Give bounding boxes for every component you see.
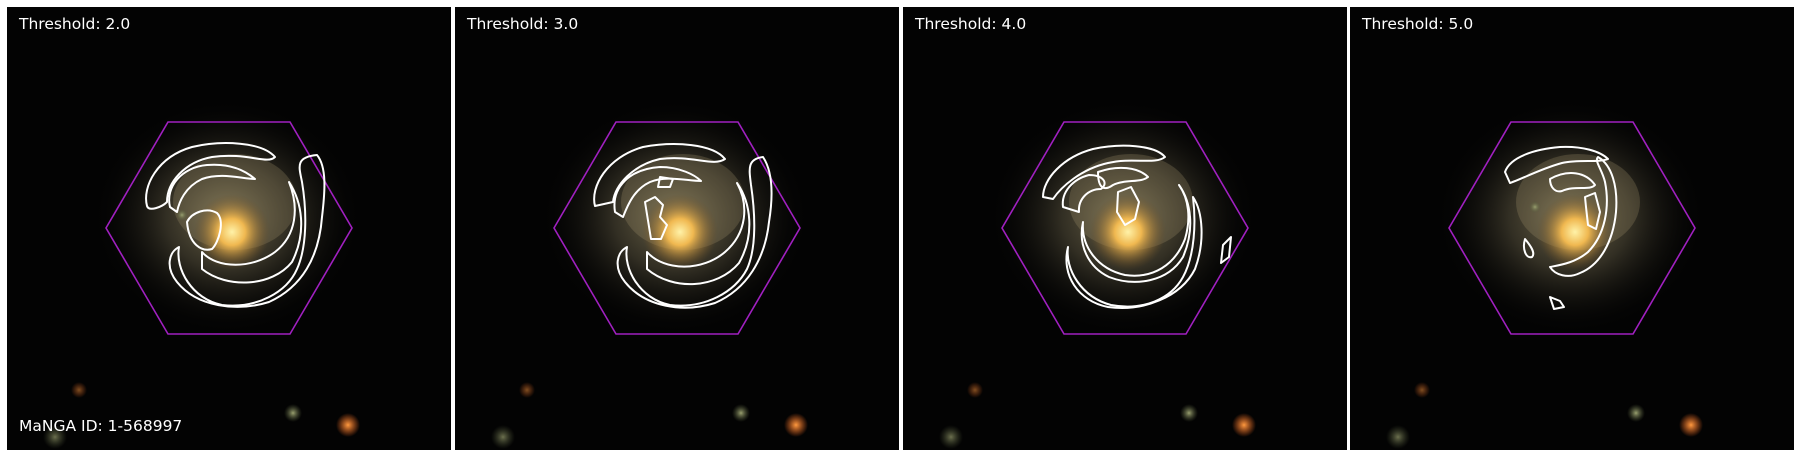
ifu-hexagon — [553, 121, 801, 335]
spiral-arm-contours — [1504, 145, 1618, 310]
ifu-hexagon — [1001, 121, 1249, 335]
galaxy-image-3 — [939, 99, 1258, 449]
manga-id-label: MaNGA ID: 1-568997 — [19, 416, 183, 435]
panel-2-title: Threshold: 3.0 — [467, 15, 579, 33]
galaxy-image-4 — [1386, 99, 1705, 449]
panel-4-title: Threshold: 5.0 — [1362, 15, 1474, 33]
ifu-hexagon — [105, 121, 353, 335]
galaxy-image-1 — [43, 99, 362, 449]
threshold-panel-2: Threshold: 3.0 — [455, 7, 899, 450]
ifu-hexagon — [1448, 121, 1696, 335]
galaxy-image-2 — [491, 99, 810, 449]
spiral-arm-contours — [145, 142, 326, 308]
threshold-panel-1: Threshold: 2.0 MaNGA ID: 1-568997 — [7, 7, 451, 450]
threshold-panel-3: Threshold: 4.0 — [903, 7, 1347, 450]
panel-1-title: Threshold: 2.0 — [19, 15, 131, 33]
panel-3-title: Threshold: 4.0 — [915, 15, 1027, 33]
threshold-panel-4: Threshold: 5.0 — [1350, 7, 1794, 450]
spiral-arm-contours — [593, 143, 773, 309]
spiral-arm-contours — [1042, 144, 1232, 309]
